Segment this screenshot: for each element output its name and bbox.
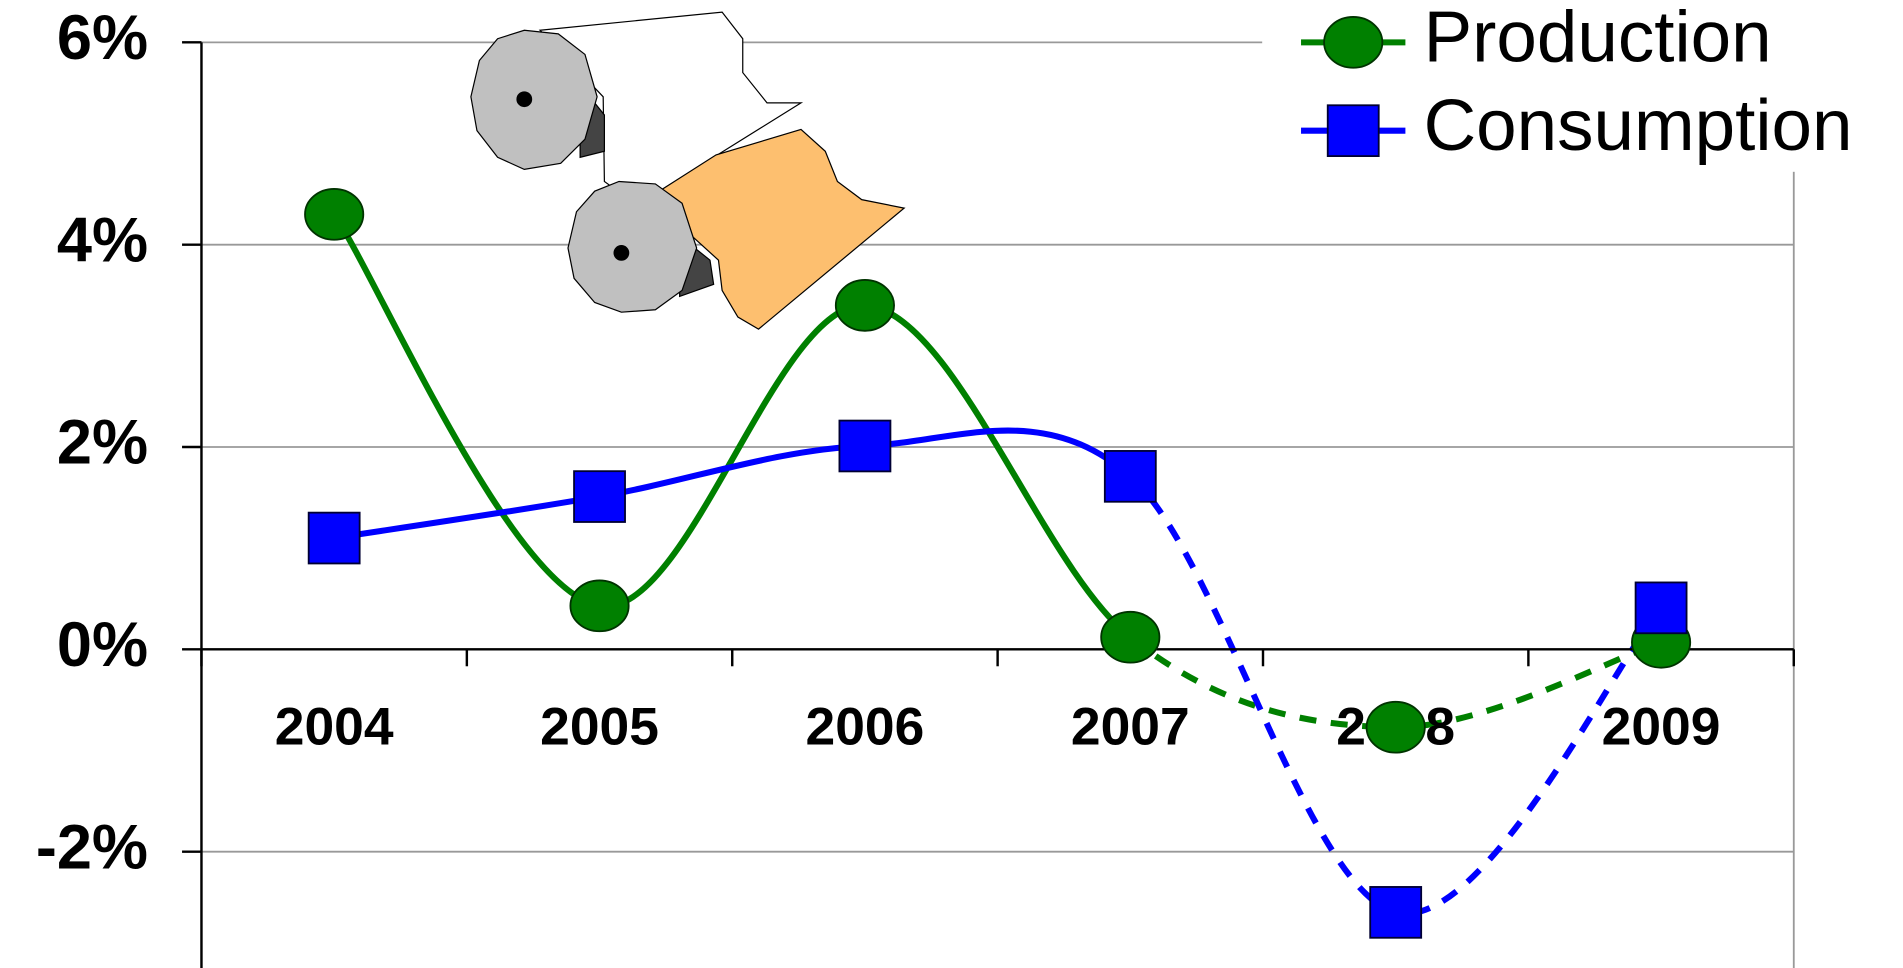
- marker: [1634, 581, 1688, 635]
- x-tick-label: 2009: [1602, 698, 1721, 757]
- marker: [569, 579, 630, 633]
- series-line: [333, 427, 1133, 542]
- x-tick-label: 2006: [806, 698, 925, 757]
- marker: [1103, 450, 1157, 503]
- marker: [1369, 886, 1423, 939]
- legend-label: Production: [1424, 0, 1772, 78]
- y-tick-label: 2%: [57, 408, 148, 478]
- paper-rolls-illustration: [470, 11, 906, 330]
- series-line-projected: [1128, 474, 1664, 917]
- y-tick-label: 4%: [57, 205, 148, 275]
- legend-label: Consumption: [1424, 85, 1853, 166]
- x-tick-label: 2005: [540, 698, 659, 757]
- grid: [201, 41, 1795, 968]
- y-tick-label: -2%: [36, 812, 148, 882]
- marker: [1100, 610, 1161, 664]
- marker: [834, 279, 895, 332]
- x-tick-label: 2007: [1071, 698, 1190, 757]
- marker: [1323, 16, 1384, 69]
- x-tick-label: 2004: [275, 698, 394, 757]
- marker: [304, 188, 365, 241]
- marker: [838, 419, 892, 473]
- marker: [573, 470, 626, 523]
- marker: [1365, 700, 1426, 754]
- markers: [304, 188, 1692, 939]
- y-tick-label: 0%: [57, 610, 148, 680]
- marker: [1326, 104, 1380, 157]
- lines: [331, 212, 1664, 917]
- marker: [307, 511, 361, 565]
- y-tick-label: 6%: [57, 3, 148, 73]
